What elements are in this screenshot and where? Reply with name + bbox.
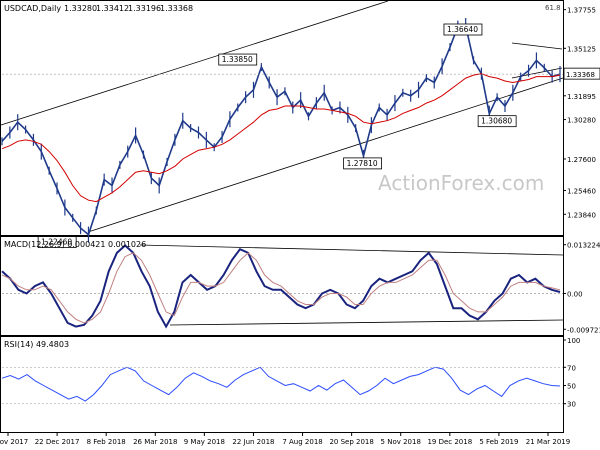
price-annotation-box [343, 157, 383, 170]
moving-average-line [1, 73, 561, 203]
price-annotation-label: 1.36640 [447, 25, 478, 34]
x-axis-label: 22 Jun 2018 [232, 438, 274, 446]
x-axis-label: 8 Nov 2017 [0, 438, 28, 446]
x-axis-label: 5 Nov 2018 [381, 438, 421, 446]
watermark: ActionForex.com [378, 171, 544, 195]
rsi-axis: 100 70 50 30 [2, 337, 580, 409]
x-axis-label: 7 Aug 2018 [282, 438, 322, 446]
price-axis-label: 1.27600 [567, 156, 596, 164]
price-series [1, 18, 563, 243]
price-annotation-label: 1.27810 [347, 159, 378, 168]
macd-signal-line [1, 252, 561, 324]
x-axis-label: 26 Mar 2018 [133, 438, 177, 446]
x-axis-label: 9 May 2018 [184, 438, 225, 446]
price-axis: 1.37755 1.35125 1.31895 1.30280 1.27600 1.254… [563, 7, 600, 219]
last-price-label: 1.33368 [566, 71, 595, 79]
rsi-axis-label: 50 [567, 383, 576, 391]
rsi-axis-label: 70 [567, 364, 576, 372]
x-axis: 8 Nov 2017 22 Dec 2017 8 Feb 2018 26 Mar 20… [0, 432, 570, 446]
price-axis-label: 1.31895 [567, 93, 596, 101]
last-price-box [563, 67, 600, 80]
price-axis-label: 1.25460 [567, 187, 596, 195]
macd-panel-frame [0, 236, 564, 336]
price-annotation-label: 1.33850 [222, 55, 253, 64]
macd-upper-trendline [139, 244, 564, 256]
fib-label: 61.8 [545, 4, 561, 12]
ohlc-low: 1.33196 [128, 4, 161, 13]
macd-channel-lines [139, 244, 564, 326]
x-axis-label: 19 Dec 2018 [427, 438, 472, 446]
price-annotation-box [477, 115, 517, 128]
x-axis-label: 21 Mar 2019 [526, 438, 570, 446]
ohlc-close: 1.33368 [160, 4, 193, 13]
rsi-title: RSI(14) 49.4803 [4, 340, 69, 349]
price-axis-label: 1.30280 [567, 117, 596, 125]
macd-axis-label: 0.00 [567, 290, 583, 298]
price-axis-label: 1.37755 [567, 7, 596, 15]
price-annotation-box [37, 236, 77, 248]
price-annotation-label: 1.22460 [41, 238, 72, 247]
x-axis-label: 20 Sep 2018 [329, 438, 373, 446]
macd-title: MACD(12,26,9) 0.000421 0.001026 [4, 240, 146, 249]
price-channel-lines [0, 0, 564, 233]
macd-line [1, 244, 561, 329]
x-axis-label: 5 Feb 2019 [479, 438, 518, 446]
rsi-series [1, 366, 561, 402]
rsi-line [1, 366, 561, 402]
rsi-panel-frame [0, 336, 564, 433]
upper-channel-line [0, 0, 389, 126]
x-axis-label: 22 Dec 2017 [35, 438, 80, 446]
rsi-axis-label: 100 [567, 337, 580, 345]
price-annotations: 1.22460 1.33850 1.27810 1.36640 1.30680 [37, 23, 517, 248]
macd-lower-trendline [169, 319, 564, 326]
macd-axis-label: 0.013224 [567, 242, 600, 250]
price-chart-title: USDCAD,Daily [4, 4, 61, 13]
ohlc-high: 1.33412 [96, 4, 129, 13]
price-axis-label: 1.35125 [567, 45, 596, 53]
x-axis-label: 8 Feb 2018 [87, 438, 126, 446]
macd-axis: 0.013224 0.00 -0.009721 [563, 242, 600, 334]
ohlc-open: 1.33280 [64, 4, 97, 13]
lower-channel-line [87, 77, 564, 233]
price-annotation-label: 1.30680 [481, 117, 512, 126]
triangle-upper-line [511, 42, 563, 50]
price-annotation-box [218, 53, 258, 66]
macd-axis-label: -0.009721 [567, 326, 600, 334]
macd-series [1, 244, 563, 329]
price-annotation-box [443, 23, 483, 36]
price-axis-label: 1.23840 [567, 211, 596, 219]
price-panel-frame [0, 0, 564, 236]
rsi-axis-label: 30 [567, 401, 576, 409]
